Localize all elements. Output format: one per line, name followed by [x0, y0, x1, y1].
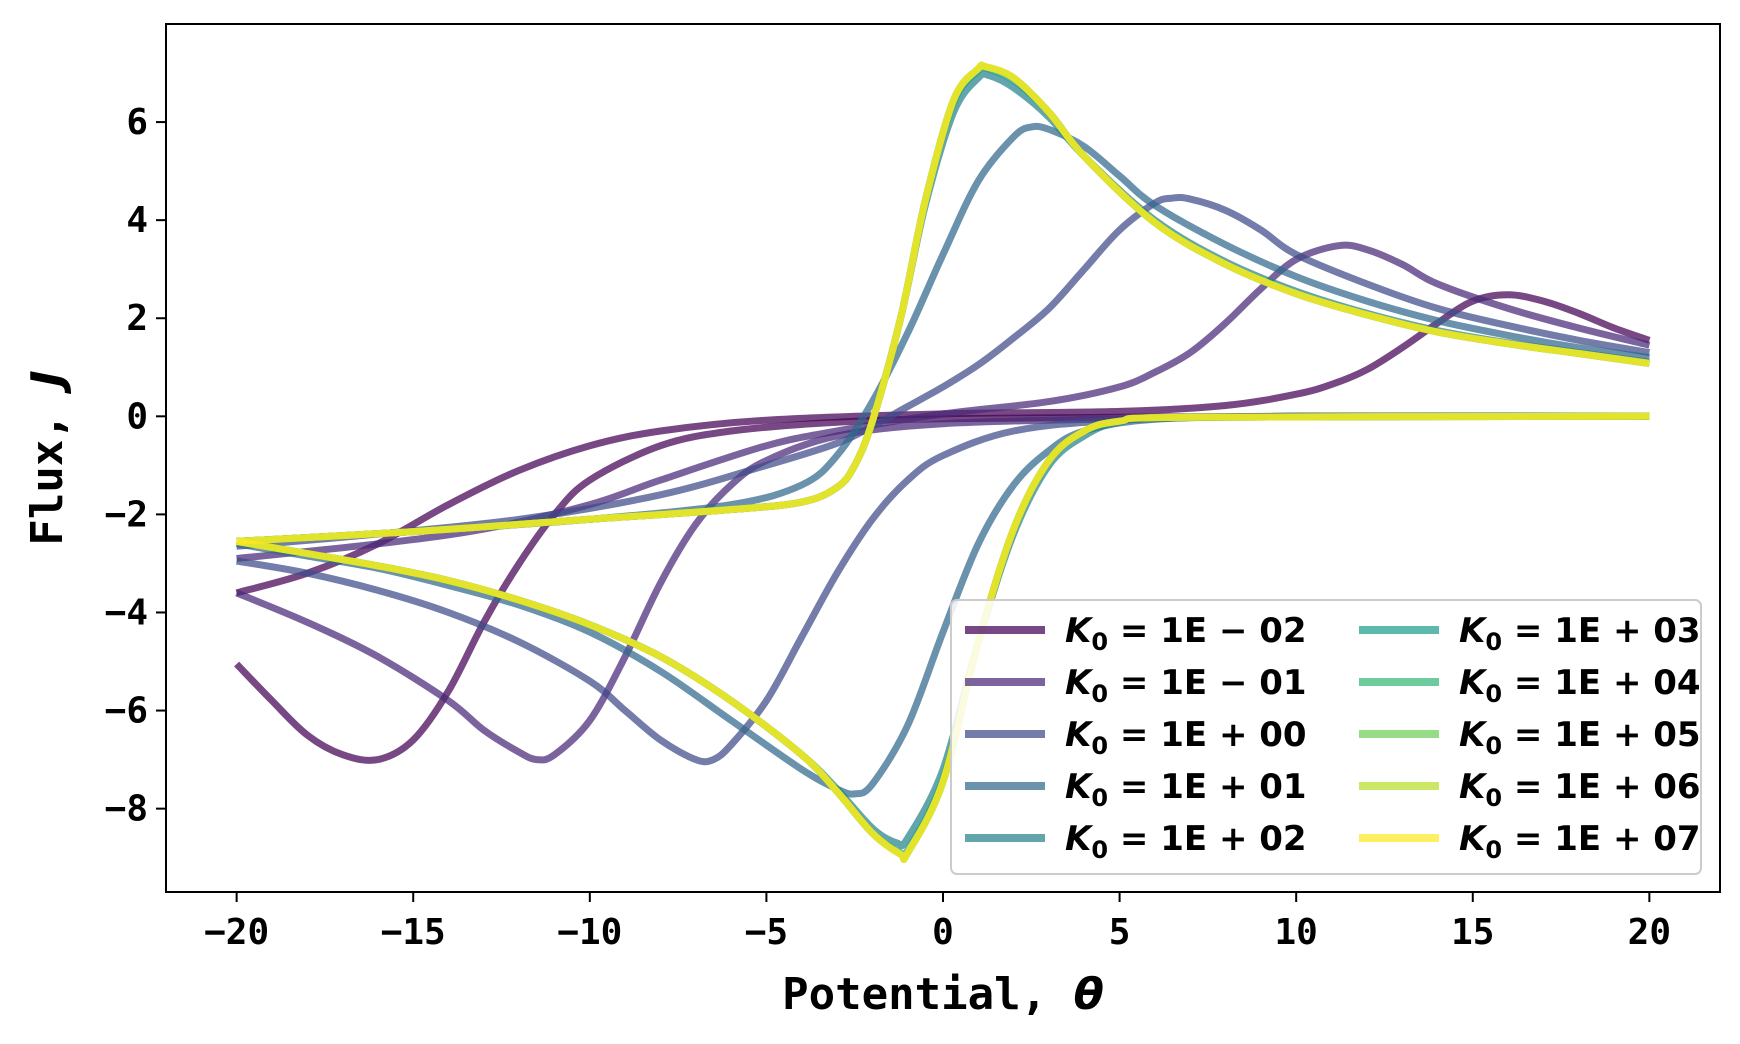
x-tick-label: 5 — [1109, 912, 1131, 953]
legend-label: K0 = 1E + 06 — [1459, 767, 1701, 812]
legend-label: K0 = 1E + 07 — [1459, 819, 1701, 864]
y-tick-label: 0 — [126, 396, 148, 437]
series-layer — [234, 61, 1651, 863]
y-tick-label: −8 — [105, 789, 148, 830]
legend-entry: K0 = 1E − 01 — [965, 663, 1307, 708]
series-line — [236, 61, 1650, 545]
legend: K0 = 1E − 02 K0 = 1E − 01 K0 = 1E + 00 K0 =… — [950, 599, 1702, 875]
legend-entry: K0 = 1E + 06 — [1359, 767, 1701, 812]
y-tick-label: 2 — [126, 298, 148, 339]
legend-label: K0 = 1E + 02 — [1065, 819, 1307, 864]
series-line — [236, 194, 1651, 550]
legend-label: K0 = 1E − 02 — [1065, 611, 1307, 656]
x-tick-label: −15 — [381, 912, 446, 953]
legend-label: K0 = 1E + 00 — [1065, 715, 1307, 760]
x-tick-label: 15 — [1451, 912, 1494, 953]
x-tick-label: 20 — [1628, 912, 1671, 953]
legend-entry: K0 = 1E + 07 — [1359, 819, 1701, 864]
series-line — [236, 412, 1650, 863]
x-tick-label: −5 — [745, 912, 788, 953]
x-tick-label: −20 — [204, 912, 269, 953]
legend-box — [950, 599, 1702, 875]
x-tick-label: 0 — [932, 912, 954, 953]
series-10 — [236, 61, 1650, 863]
x-tick-label: −10 — [557, 912, 622, 953]
legend-label: K0 = 1E + 03 — [1459, 611, 1701, 656]
x-tick-label: 10 — [1275, 912, 1318, 953]
series-line — [236, 241, 1651, 562]
legend-entry: K0 = 1E − 02 — [965, 611, 1307, 656]
y-tick-label: 4 — [126, 200, 148, 241]
legend-entry: K0 = 1E + 03 — [1359, 611, 1701, 656]
legend-entry: K0 = 1E + 00 — [965, 715, 1307, 760]
legend-label: K0 = 1E − 01 — [1065, 663, 1307, 708]
y-tick-label: 6 — [126, 102, 148, 143]
legend-entry: K0 = 1E + 01 — [965, 767, 1307, 812]
legend-label: K0 = 1E + 05 — [1459, 715, 1701, 760]
y-axis: −8 −6 −4 −2 0 2 4 6 — [105, 102, 166, 830]
y-tick-label: −4 — [105, 592, 148, 633]
legend-label: K0 = 1E + 01 — [1065, 767, 1307, 812]
x-axis-label: Potential, θ — [782, 969, 1104, 1020]
x-axis: −20 −15 −10 −5 0 5 10 15 20 — [204, 892, 1671, 953]
y-tick-label: −6 — [105, 691, 148, 732]
y-tick-label: −2 — [105, 494, 148, 535]
legend-entry: K0 = 1E + 02 — [965, 819, 1307, 864]
legend-entry: K0 = 1E + 04 — [1359, 663, 1701, 708]
legend-label: K0 = 1E + 04 — [1459, 663, 1701, 708]
y-axis-label: Flux, J — [22, 370, 73, 545]
series-line — [235, 291, 1651, 597]
legend-entry: K0 = 1E + 05 — [1359, 715, 1701, 760]
